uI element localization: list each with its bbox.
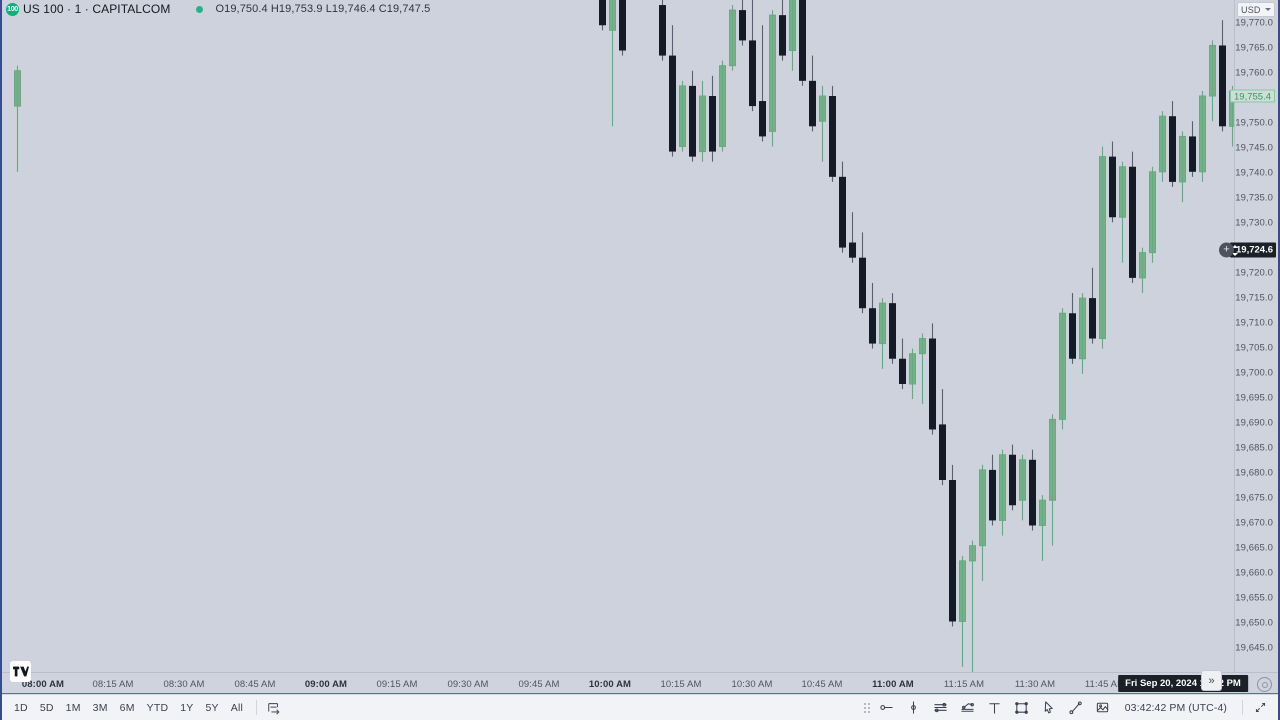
time-tick: 09:30 AM: [447, 679, 489, 690]
drag-handle-icon[interactable]: [1232, 244, 1239, 256]
chart-pane[interactable]: [2, 0, 1238, 672]
trend-line-icon[interactable]: [1064, 698, 1088, 718]
crosshair-price-label: 19,724.6: [1230, 242, 1276, 258]
price-tick: 19,765.0: [1235, 42, 1273, 54]
range-button-5y[interactable]: 5Y: [205, 701, 219, 714]
market-status-dot-icon: [196, 5, 204, 13]
price-tick: 19,670.0: [1235, 517, 1273, 529]
currency-label: USD: [1241, 4, 1261, 15]
fullscreen-icon[interactable]: [1250, 698, 1270, 718]
candlestick-series: [14, 0, 1236, 672]
price-tick: 19,675.0: [1235, 492, 1273, 504]
price-tick: 19,645.0: [1235, 642, 1273, 654]
price-tick: 19,770.0: [1235, 17, 1273, 29]
chevron-down-icon: [1265, 8, 1271, 11]
time-tick: 08:30 AM: [163, 679, 205, 690]
time-tick: 08:00 AM: [21, 679, 65, 690]
cross-line-icon[interactable]: [875, 698, 899, 718]
toolbar-drag-handle[interactable]: [863, 702, 870, 713]
price-tick: 19,700.0: [1235, 367, 1273, 379]
range-button-6m[interactable]: 6M: [119, 701, 135, 714]
range-button-ytd[interactable]: YTD: [146, 701, 169, 714]
price-tick: 19,660.0: [1235, 567, 1273, 579]
range-button-3m[interactable]: 3M: [92, 701, 108, 714]
session-clock: 03:42:42 PM (UTC-4): [1124, 701, 1227, 714]
price-tick: 19,760.0: [1235, 67, 1273, 79]
time-tick: 11:15 AM: [943, 679, 985, 690]
time-tick: 10:00 AM: [588, 679, 632, 690]
bottom-toolbar: 1D 5D 1M 3M 6M YTD 1Y 5Y All 03:42:42 PM (UTC-4): [2, 694, 1278, 720]
ohlc-values: O19,750.4 H19,753.9 L19,746.4 C19,747.5: [215, 3, 431, 15]
scroll-to-realtime-button[interactable]: »: [1201, 670, 1222, 691]
range-button-1m[interactable]: 1M: [65, 701, 81, 714]
date-range-icon[interactable]: [264, 698, 284, 718]
price-tick: 19,715.0: [1235, 292, 1273, 304]
rectangle-icon[interactable]: [1010, 698, 1034, 718]
price-tick: 19,710.0: [1235, 317, 1273, 329]
symbol-title[interactable]: US 100 · 1 · CAPITALCOM: [23, 2, 171, 16]
currency-selector[interactable]: USD: [1237, 2, 1275, 17]
range-button-1d[interactable]: 1D: [14, 701, 28, 714]
timezone-clock-icon[interactable]: [1257, 677, 1272, 692]
trend-based-fib-icon[interactable]: [956, 698, 980, 718]
image-tool-icon[interactable]: [1091, 698, 1115, 718]
time-tick: 11:45 AM: [1084, 679, 1126, 690]
price-tick: 19,650.0: [1235, 617, 1273, 629]
price-tick: 19,730.0: [1235, 217, 1273, 229]
price-tick: 19,750.0: [1235, 117, 1273, 129]
cursor-icon[interactable]: [1037, 698, 1061, 718]
price-tick: 19,665.0: [1235, 542, 1273, 554]
time-tick: 10:15 AM: [660, 679, 702, 690]
symbol-logo-icon: 100: [6, 2, 19, 16]
text-tool-icon[interactable]: [983, 698, 1007, 718]
range-button-1y[interactable]: 1Y: [180, 701, 194, 714]
price-tick: 19,695.0: [1235, 392, 1273, 404]
price-axis[interactable]: USD 19,770.0 19,765.0 19,760.0 19,750.0 19,7…: [1230, 0, 1276, 672]
price-tick: 19,680.0: [1235, 467, 1273, 479]
range-button-5d[interactable]: 5D: [39, 701, 54, 714]
price-tick: 19,685.0: [1235, 442, 1273, 454]
time-tick: 10:45 AM: [801, 679, 843, 690]
time-tick: 08:45 AM: [234, 679, 276, 690]
price-tick: 19,740.0: [1235, 167, 1273, 179]
price-tick: 19,745.0: [1235, 142, 1273, 154]
parallel-channel-icon[interactable]: [929, 698, 953, 718]
last-price-label: 19,755.4: [1230, 89, 1275, 103]
drawing-tools-group[interactable]: [863, 698, 1115, 718]
price-tick: 19,705.0: [1235, 342, 1273, 354]
price-tick: 19,690.0: [1235, 417, 1273, 429]
toolbar-divider: [256, 700, 258, 715]
time-tick: 09:00 AM: [304, 679, 348, 690]
price-tick: 19,735.0: [1235, 192, 1273, 204]
time-tick: 10:30 AM: [731, 679, 773, 690]
time-tick: 11:00 AM: [872, 679, 914, 690]
vertical-line-icon[interactable]: [902, 698, 926, 718]
chart-legend: 100 US 100 · 1 · CAPITALCOM O19,750.4 H1…: [6, 2, 430, 16]
time-tick: 09:45 AM: [518, 679, 560, 690]
range-selector[interactable]: 1D 5D 1M 3M 6M YTD 1Y 5Y All: [2, 700, 249, 716]
price-tick: 19,655.0: [1235, 592, 1273, 604]
range-button-all[interactable]: All: [230, 701, 244, 714]
add-order-plus-icon[interactable]: +: [1219, 242, 1234, 258]
tradingview-logo-icon[interactable]: [10, 661, 31, 682]
time-tick: 09:15 AM: [376, 679, 418, 690]
time-axis[interactable]: 08:00 AM 08:15 AM 08:30 AM 08:45 AM 09:00 AM…: [2, 672, 1278, 694]
time-tick: 11:30 AM: [1014, 679, 1056, 690]
time-tick: 08:15 AM: [92, 679, 134, 690]
crosshair-time-label: Fri Sep 20, 2024 12:12 PM: [1118, 675, 1248, 692]
toolbar-divider-2: [1242, 700, 1243, 715]
price-tick: 19,720.0: [1235, 267, 1273, 279]
